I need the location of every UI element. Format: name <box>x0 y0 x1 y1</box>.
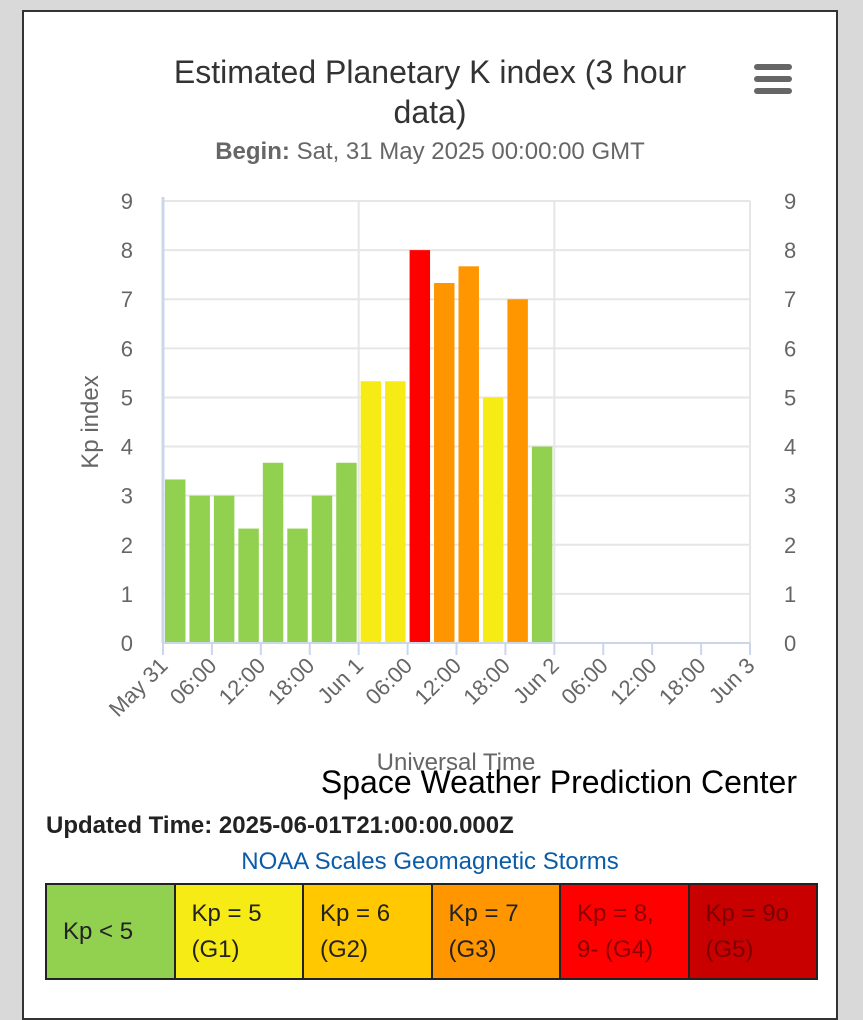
y-tick-label-left: 0 <box>121 631 133 656</box>
kp-bar <box>189 495 210 643</box>
kp-bar <box>360 381 382 643</box>
x-tick-label: Jun 1 <box>312 653 368 709</box>
y-tick-label-left: 4 <box>121 435 133 460</box>
x-tick-label: 06:00 <box>556 653 613 710</box>
kp-bar <box>213 495 235 643</box>
noaa-scales-link[interactable]: NOAA Scales Geomagnetic Storms <box>241 848 619 875</box>
kp-bar <box>482 397 504 643</box>
x-tick-label: 06:00 <box>361 653 418 710</box>
y-tick-label-right: 2 <box>784 533 796 558</box>
y-tick-label-left: 5 <box>121 385 133 410</box>
kp-bar <box>238 528 259 643</box>
updated-time: Updated Time: 2025-06-01T21:00:00.000Z <box>46 812 514 839</box>
scale-cell-g5: Kp = 9o (G5) <box>689 885 816 978</box>
kp-bar <box>336 462 357 643</box>
subtitle-value: Sat, 31 May 2025 00:00:00 GMT <box>296 138 645 165</box>
y-tick-label-right: 1 <box>784 582 796 607</box>
y-tick-label-right: 6 <box>784 336 796 361</box>
y-tick-label-right: 3 <box>784 484 796 509</box>
kp-bar <box>287 528 308 643</box>
y-tick-label-right: 8 <box>784 238 796 263</box>
y-tick-label-right: 5 <box>784 385 796 410</box>
kp-bar <box>165 479 186 643</box>
x-tick-label: 12:00 <box>214 653 271 710</box>
x-tick-label: Jun 2 <box>508 653 564 709</box>
y-tick-label-left: 1 <box>121 582 133 607</box>
scale-cell-g2: Kp = 6 (G2) <box>304 885 433 978</box>
y-tick-label-left: 6 <box>121 336 133 361</box>
x-tick-label: 12:00 <box>605 653 662 710</box>
chart-subtitle: Begin: Sat, 31 May 2025 00:00:00 GMT <box>140 138 720 166</box>
x-tick-label: 12:00 <box>409 653 466 710</box>
kp-bar <box>311 495 333 643</box>
x-tick-label: 18:00 <box>263 653 320 710</box>
kp-bar <box>434 283 455 643</box>
y-tick-label-left: 8 <box>121 238 133 263</box>
scale-cell-g3: Kp = 7 (G3) <box>432 885 561 978</box>
y-axis-title: Kp index <box>77 375 104 468</box>
chart-title: Estimated Planetary K index (3 hour data… <box>173 54 687 130</box>
kp-bar <box>262 462 284 643</box>
y-tick-label-left: 7 <box>121 287 133 312</box>
kp-bar <box>409 250 431 643</box>
y-tick-label-left: 3 <box>121 484 133 509</box>
kp-bar <box>385 381 406 643</box>
kp-bar <box>458 266 479 643</box>
y-tick-label-right: 9 <box>784 189 796 214</box>
y-tick-label-right: 4 <box>784 435 796 460</box>
y-tick-label-left: 9 <box>121 189 133 214</box>
x-tick-label: 18:00 <box>654 653 711 710</box>
credit-label: Space Weather Prediction Center <box>320 764 797 800</box>
kp-bar <box>507 299 528 643</box>
x-tick-label: Jun 3 <box>704 653 760 709</box>
subtitle-label: Begin: <box>215 138 290 165</box>
y-tick-label-left: 2 <box>121 533 133 558</box>
scale-cell-g4: Kp = 8, 9- (G4) <box>561 885 690 978</box>
scale-cell-g1: Kp = 5 (G1) <box>175 885 304 978</box>
x-axis-title: Universal Time <box>377 749 536 776</box>
x-tick-label: 18:00 <box>458 653 515 710</box>
scale-cell-kp-below-5: Kp < 5 <box>47 885 176 978</box>
hamburger-menu-icon[interactable] <box>754 64 792 94</box>
x-tick-label: May 31 <box>104 653 173 722</box>
noaa-scale-legend: Kp < 5 Kp = 5 (G1) Kp = 6 (G2) Kp = 7 (G… <box>45 883 818 980</box>
y-tick-label-right: 7 <box>784 287 796 312</box>
x-tick-label: 06:00 <box>165 653 222 710</box>
y-tick-label-right: 0 <box>784 631 796 656</box>
kp-bar <box>531 446 553 643</box>
